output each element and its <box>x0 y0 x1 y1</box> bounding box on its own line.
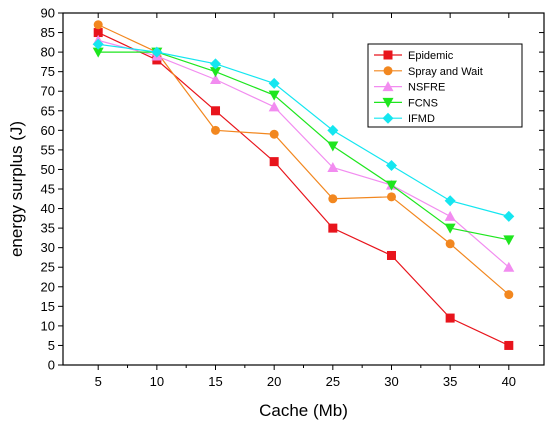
y-tick-label: 0 <box>48 358 55 373</box>
y-tick-label: 25 <box>41 260 55 275</box>
data-point <box>210 67 222 78</box>
x-tick-label: 10 <box>150 374 164 389</box>
series-spray-and-wait <box>93 20 514 300</box>
data-point <box>327 124 339 136</box>
x-axis: 5 10 15 20 25 30 35 40 <box>95 13 516 389</box>
y-tick-label: 55 <box>41 142 55 157</box>
x-tick-label: 40 <box>502 374 516 389</box>
y-tick-label: 40 <box>41 201 55 216</box>
data-point <box>385 160 397 172</box>
data-point <box>269 129 279 139</box>
data-point <box>504 340 514 350</box>
y-tick-label: 5 <box>48 338 55 353</box>
data-point <box>444 210 456 221</box>
y-tick-label: 35 <box>41 221 55 236</box>
data-point <box>444 223 456 234</box>
series-line <box>97 24 510 296</box>
data-point <box>92 47 104 58</box>
y-tick-label: 85 <box>41 25 55 40</box>
legend-box <box>367 43 523 128</box>
data-point <box>328 194 338 204</box>
data-point <box>268 101 280 112</box>
data-point <box>268 90 280 101</box>
data-point <box>269 157 279 167</box>
legend-marker <box>383 50 393 60</box>
legend-marker <box>382 112 394 124</box>
y-tick-label: 20 <box>41 279 55 294</box>
data-point <box>211 125 221 135</box>
data-point <box>444 195 456 207</box>
y-tick-label: 70 <box>41 84 55 99</box>
y-tick-label: 10 <box>41 318 55 333</box>
series-ifmd <box>92 38 515 222</box>
y-axis-title: energy surplus (J) <box>7 121 26 257</box>
data-point <box>445 239 455 249</box>
legend-item: NSFRE <box>374 81 445 94</box>
series-layer <box>92 20 515 350</box>
data-point <box>386 192 396 202</box>
data-point <box>327 141 339 152</box>
series-line <box>98 39 510 268</box>
data-point <box>151 46 163 58</box>
legend-label: Spray and Wait <box>408 66 483 78</box>
x-tick-label: 15 <box>208 374 222 389</box>
y-tick-label: 90 <box>41 6 55 21</box>
legend-label: Epidemic <box>408 50 454 62</box>
data-point <box>93 28 103 38</box>
data-point <box>210 58 222 70</box>
data-point <box>503 235 515 246</box>
legend-marker <box>383 66 393 76</box>
y-tick-label: 80 <box>41 45 55 60</box>
x-axis-title: Cache (Mb) <box>259 401 348 420</box>
data-point <box>268 77 280 89</box>
legend-label: IFMD <box>408 113 435 125</box>
x-tick-label: 20 <box>267 374 281 389</box>
data-point <box>503 261 515 272</box>
data-point <box>327 161 339 172</box>
series-line <box>98 43 509 217</box>
y-tick-label: 15 <box>41 299 55 314</box>
data-point <box>92 38 104 50</box>
x-tick-label: 25 <box>326 374 340 389</box>
x-tick-label: 30 <box>384 374 398 389</box>
data-point <box>386 250 396 260</box>
legend-marker <box>382 97 394 108</box>
series-line <box>98 51 509 241</box>
legend-item: Spray and Wait <box>374 66 483 78</box>
data-point <box>93 20 103 30</box>
data-point <box>211 106 221 116</box>
y-tick-label: 50 <box>41 162 55 177</box>
y-tick-label: 45 <box>41 182 55 197</box>
x-tick-label: 35 <box>443 374 457 389</box>
legend-label: NSFRE <box>408 82 445 94</box>
y-tick-label: 60 <box>41 123 55 138</box>
y-tick-label: 65 <box>41 103 55 118</box>
data-point <box>385 180 397 191</box>
legend-marker <box>382 81 394 92</box>
y-tick-label: 75 <box>41 64 55 79</box>
legend-item: Epidemic <box>374 50 454 62</box>
data-point <box>210 73 222 84</box>
data-point <box>504 290 514 300</box>
legend-item: FCNS <box>374 97 438 109</box>
data-point <box>503 210 515 222</box>
x-tick-label: 5 <box>95 374 102 389</box>
legend: Epidemic Spray and Wait NSFRE FCNS IFMD <box>367 43 523 128</box>
y-tick-label: 30 <box>41 240 55 255</box>
data-point <box>328 223 338 233</box>
legend-item: IFMD <box>374 112 435 125</box>
data-point <box>445 313 455 323</box>
series-line <box>97 32 510 346</box>
legend-label: FCNS <box>408 97 438 109</box>
y-axis: 0 5 10 15 20 25 30 35 40 45 50 55 60 65 70 75 80 85 90 <box>41 6 544 373</box>
